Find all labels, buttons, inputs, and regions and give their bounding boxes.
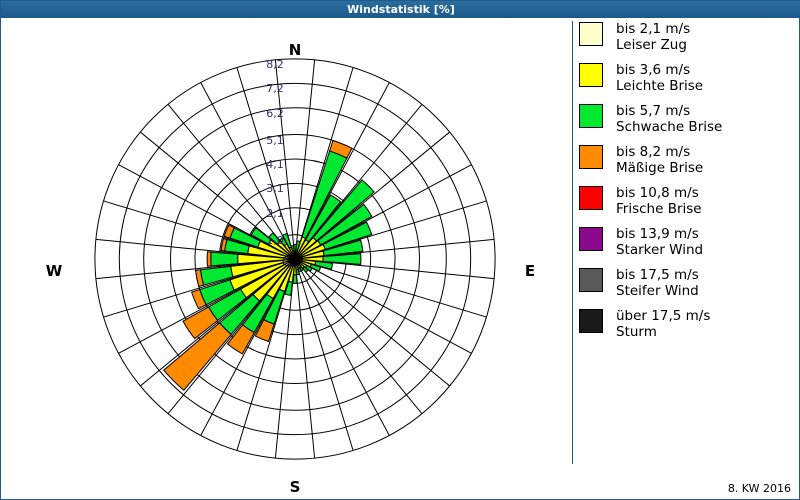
- windrose-segment: [329, 139, 353, 159]
- legend-color-swatch: [579, 227, 603, 251]
- legend-color-swatch: [579, 186, 603, 210]
- windrose-segment: [314, 260, 334, 271]
- legend-label: bis 13,9 m/s Starker Wind: [616, 226, 703, 258]
- compass-label-west: W: [45, 262, 63, 280]
- windrose-segment: [282, 232, 292, 249]
- windrose-segment: [322, 253, 362, 265]
- plot-area: N S W E 1,0 2,1 3,1 4,1 5,1 6,2 7,2 8,2: [2, 19, 799, 499]
- legend-label: bis 2,1 m/s Leiser Zug: [616, 21, 690, 53]
- windrose-petals: [163, 139, 375, 391]
- legend-label: bis 5,7 m/s Schwache Brise: [616, 103, 722, 135]
- window-title-bar: Windstatistik [%]: [1, 1, 800, 18]
- windrose-segment: [284, 280, 293, 296]
- compass-label-north: N: [288, 41, 302, 59]
- window-title: Windstatistik [%]: [347, 3, 455, 16]
- legend-color-swatch: [579, 309, 603, 333]
- radial-tick-label: 5,1: [266, 133, 284, 147]
- legend-color-swatch: [579, 104, 603, 128]
- windrose-segment: [312, 179, 375, 242]
- legend-item-leiser-zug[interactable]: bis 2,1 m/s Leiser Zug: [579, 21, 789, 53]
- legend-label: bis 10,8 m/s Frische Brise: [616, 185, 702, 217]
- windrose-segment: [206, 251, 212, 267]
- legend-label: bis 3,6 m/s Leichte Brise: [616, 62, 703, 94]
- windrose-segment: [223, 224, 235, 239]
- windrose-segment: [292, 274, 298, 284]
- legend-speed-range: bis 2,1 m/s: [616, 21, 691, 37]
- windrose-segment: [250, 227, 272, 245]
- legend-color-swatch: [579, 63, 603, 87]
- windrose-segment: [190, 288, 207, 310]
- footer-period: 8. KW 2016: [727, 482, 791, 495]
- windrose-segment: [290, 245, 295, 252]
- legend: bis 2,1 m/s Leiser Zug bis 3,6 m/s Leichte …: [579, 21, 789, 349]
- grid-ring: [170, 134, 420, 384]
- legend-speed-range: bis 8,2 m/s: [616, 144, 691, 160]
- grid-ring: [143, 107, 447, 411]
- legend-label: über 17,5 m/s Sturm: [616, 308, 710, 340]
- legend-beaufort-name: Leichte Brise: [616, 78, 704, 94]
- windrose-segment: [182, 306, 219, 340]
- legend-beaufort-name: Sturm: [616, 324, 657, 340]
- radial-tick-label: 2,1: [266, 206, 284, 220]
- windrose-segment: [220, 237, 228, 252]
- windrose-segment: [304, 194, 342, 243]
- legend-item-maessige-brise[interactable]: bis 8,2 m/s Mäßige Brise: [579, 144, 789, 176]
- windrose-segment: [295, 240, 301, 252]
- windrose-segment: [309, 263, 322, 272]
- legend-color-swatch: [579, 268, 603, 292]
- legend-speed-range: über 17,5 m/s: [616, 308, 711, 324]
- legend-beaufort-name: Steifer Wind: [616, 283, 699, 299]
- radial-tick-label: 6,2: [266, 106, 284, 120]
- windrose-segment: [163, 322, 232, 391]
- legend-beaufort-name: Leiser Zug: [616, 37, 687, 53]
- compass-label-east: E: [524, 262, 536, 280]
- radial-tick-label: 3,1: [266, 182, 284, 196]
- windrose-svg: [94, 58, 496, 460]
- legend-beaufort-name: Mäßige Brise: [616, 160, 704, 176]
- legend-item-sturm[interactable]: über 17,5 m/s Sturm: [579, 308, 789, 340]
- legend-item-schwache-brise[interactable]: bis 5,7 m/s Schwache Brise: [579, 103, 789, 135]
- legend-item-frische-brise[interactable]: bis 10,8 m/s Frische Brise: [579, 185, 789, 217]
- windrose-segment: [322, 221, 373, 250]
- windrose-segment: [279, 236, 288, 247]
- compass-label-south: S: [289, 478, 301, 496]
- grid-ring: [194, 158, 396, 360]
- radial-tick-label: 4,1: [266, 157, 284, 171]
- legend-divider: [572, 21, 573, 464]
- legend-label: bis 17,5 m/s Steifer Wind: [616, 267, 699, 299]
- windrose-segment: [317, 203, 373, 246]
- radial-tick-label: 8,2: [266, 57, 284, 71]
- legend-item-steifer-wind[interactable]: bis 17,5 m/s Steifer Wind: [579, 267, 789, 299]
- windrose-segment: [268, 232, 281, 245]
- grid-ring: [118, 82, 472, 436]
- legend-speed-range: bis 10,8 m/s: [616, 185, 699, 201]
- windrose-segment: [254, 319, 275, 343]
- grid-ring: [94, 58, 496, 460]
- legend-color-swatch: [579, 145, 603, 169]
- radial-tick-label: 7,2: [266, 82, 284, 96]
- windrose-segment: [210, 251, 239, 267]
- legend-beaufort-name: Frische Brise: [616, 201, 702, 217]
- windrose-segment: [304, 264, 313, 272]
- windrose-segment: [322, 239, 364, 257]
- windrose-segment: [195, 269, 205, 288]
- legend-beaufort-name: Schwache Brise: [616, 119, 723, 135]
- legend-speed-range: bis 17,5 m/s: [616, 267, 699, 283]
- legend-color-swatch: [579, 22, 603, 46]
- windrose-segment: [226, 324, 255, 355]
- legend-item-leichte-brise[interactable]: bis 3,6 m/s Leichte Brise: [579, 62, 789, 94]
- legend-speed-range: bis 13,9 m/s: [616, 226, 699, 242]
- radial-tick-label: 1,0: [266, 233, 284, 247]
- legend-label: bis 8,2 m/s Mäßige Brise: [616, 144, 703, 176]
- legend-beaufort-name: Starker Wind: [616, 242, 704, 258]
- legend-speed-range: bis 5,7 m/s: [616, 103, 691, 119]
- legend-item-starker-wind[interactable]: bis 13,9 m/s Starker Wind: [579, 226, 789, 258]
- legend-speed-range: bis 3,6 m/s: [616, 62, 691, 78]
- windrose-segment: [302, 266, 309, 273]
